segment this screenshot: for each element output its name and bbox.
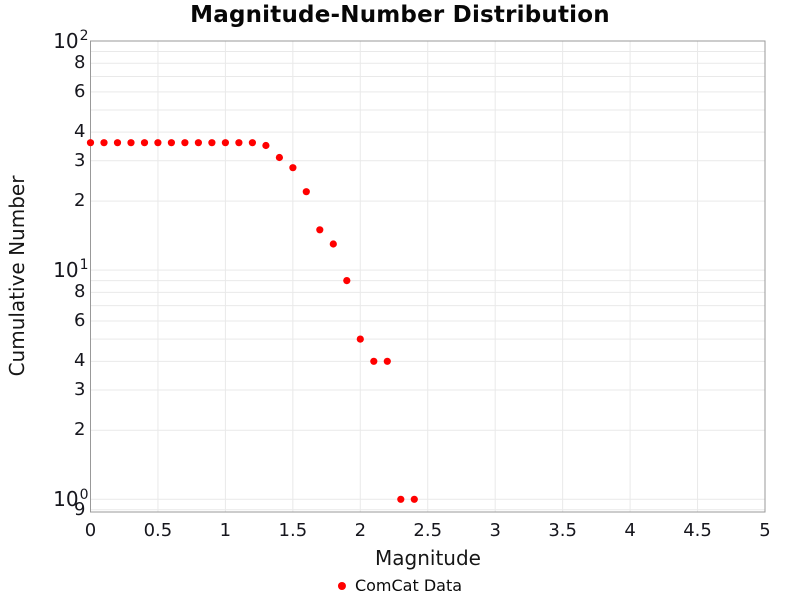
y-tick-label-minor: 4 (74, 121, 86, 143)
y-axis-title: Cumulative Number (5, 175, 29, 377)
legend-marker-icon (337, 581, 346, 590)
x-tick-label: 0.5 (143, 520, 173, 541)
y-tick-label-minor: 6 (74, 309, 86, 331)
gridlines (90, 40, 766, 512)
x-tick-label: 3 (489, 520, 501, 541)
legend: ComCat Data (337, 576, 463, 595)
x-tick-label: 0 (84, 520, 97, 541)
y-tick-label-minor: 2 (74, 419, 86, 441)
x-tick-label: 1.5 (278, 520, 308, 541)
data-points (86, 139, 418, 503)
x-tick-label: 5 (759, 520, 771, 541)
x-tick-label: 2 (354, 520, 367, 541)
y-tick-label-major: 100 (53, 486, 89, 512)
x-tick-label: 1 (219, 520, 232, 541)
y-tick-label-minor: 6 (74, 80, 86, 102)
y-tick-label-minor: 3 (74, 378, 86, 400)
x-tick-label: 3.5 (548, 520, 577, 541)
x-tick-label: 2.5 (413, 520, 443, 541)
y-tick-label-major: 101 (53, 257, 89, 283)
y-tick-label-minor: 4 (74, 350, 86, 372)
y-tick-label-minor: 2 (74, 190, 86, 212)
y-tick-label-minor: 8 (74, 52, 86, 74)
y-tick-label-minor: 8 (74, 281, 86, 303)
x-tick-label: 4.5 (683, 520, 712, 541)
y-tick-label-major: 102 (53, 28, 89, 53)
y-tick-label-minor: 3 (74, 149, 86, 171)
x-axis-title: Magnitude (375, 546, 481, 570)
x-tick-label: 4 (624, 520, 636, 541)
chart-title: Magnitude-Number Distribution (190, 2, 610, 28)
y-tick-label-minor: 9 (74, 498, 86, 520)
plot-frame (90, 40, 766, 513)
legend-label: ComCat Data (354, 576, 463, 595)
